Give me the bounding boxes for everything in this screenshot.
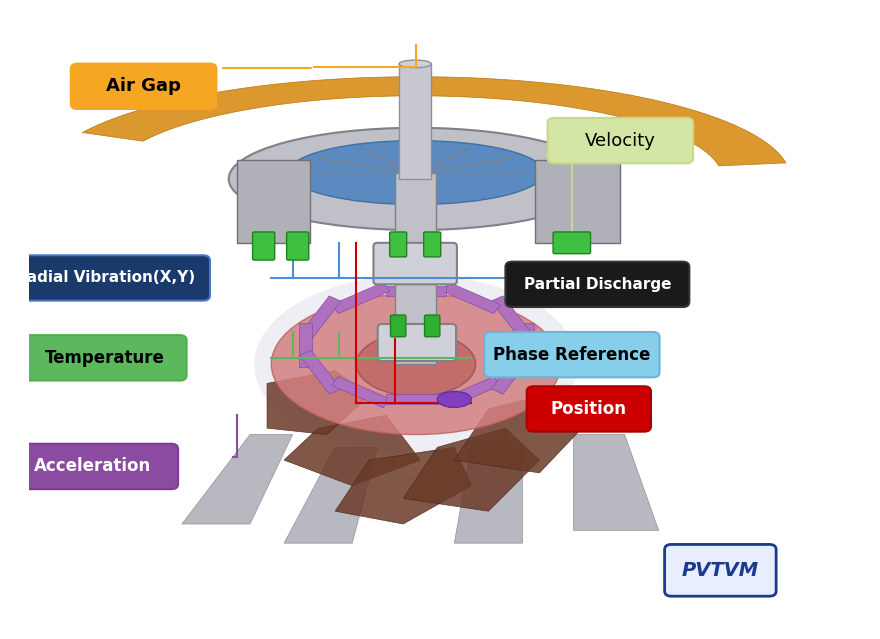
FancyBboxPatch shape xyxy=(395,173,436,364)
Bar xyxy=(332,376,390,408)
Ellipse shape xyxy=(229,128,604,230)
Text: Phase Reference: Phase Reference xyxy=(493,346,650,364)
FancyBboxPatch shape xyxy=(238,160,310,243)
FancyBboxPatch shape xyxy=(547,118,693,164)
Bar xyxy=(442,282,501,314)
FancyBboxPatch shape xyxy=(373,243,457,284)
Bar xyxy=(386,286,446,296)
Polygon shape xyxy=(335,447,472,524)
Polygon shape xyxy=(182,435,292,524)
Bar xyxy=(491,296,532,340)
FancyBboxPatch shape xyxy=(7,444,178,489)
FancyBboxPatch shape xyxy=(554,232,590,254)
Bar xyxy=(299,296,341,340)
Bar xyxy=(520,323,533,367)
Polygon shape xyxy=(574,435,658,530)
Polygon shape xyxy=(454,396,582,473)
Bar xyxy=(332,282,390,314)
FancyBboxPatch shape xyxy=(1,256,210,301)
Polygon shape xyxy=(403,428,539,511)
FancyBboxPatch shape xyxy=(505,262,689,307)
FancyBboxPatch shape xyxy=(484,332,659,377)
FancyBboxPatch shape xyxy=(391,315,406,337)
FancyBboxPatch shape xyxy=(253,232,275,260)
Bar xyxy=(299,350,341,394)
Ellipse shape xyxy=(289,141,544,204)
Text: PVTVM: PVTVM xyxy=(682,561,759,580)
Ellipse shape xyxy=(356,332,475,396)
FancyBboxPatch shape xyxy=(527,386,651,432)
Text: Position: Position xyxy=(551,400,627,418)
FancyBboxPatch shape xyxy=(399,64,431,179)
FancyBboxPatch shape xyxy=(535,160,620,243)
Bar xyxy=(442,376,501,408)
Ellipse shape xyxy=(437,391,472,408)
Ellipse shape xyxy=(399,60,431,68)
Bar xyxy=(386,394,446,404)
Polygon shape xyxy=(284,447,378,543)
Text: Partial Discharge: Partial Discharge xyxy=(524,277,671,292)
FancyBboxPatch shape xyxy=(24,335,187,381)
Ellipse shape xyxy=(254,275,578,454)
Bar xyxy=(491,350,532,394)
Text: Temperature: Temperature xyxy=(46,349,165,367)
Text: Velocity: Velocity xyxy=(585,132,656,150)
Polygon shape xyxy=(267,371,370,435)
FancyBboxPatch shape xyxy=(424,315,440,337)
Ellipse shape xyxy=(271,294,561,435)
Text: Acceleration: Acceleration xyxy=(34,458,151,475)
Polygon shape xyxy=(454,447,523,543)
Text: Air Gap: Air Gap xyxy=(106,77,181,95)
Polygon shape xyxy=(284,415,421,486)
FancyBboxPatch shape xyxy=(664,544,776,596)
FancyBboxPatch shape xyxy=(70,64,216,109)
Text: Radial Vibration(X,Y): Radial Vibration(X,Y) xyxy=(15,270,195,286)
Bar xyxy=(298,323,312,367)
FancyBboxPatch shape xyxy=(287,232,309,260)
Polygon shape xyxy=(82,77,786,166)
FancyBboxPatch shape xyxy=(390,232,407,257)
FancyBboxPatch shape xyxy=(423,232,441,257)
FancyBboxPatch shape xyxy=(378,324,456,361)
